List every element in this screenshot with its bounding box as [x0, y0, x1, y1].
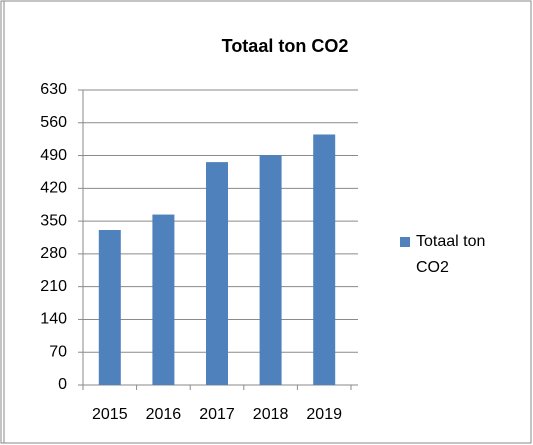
bar: [313, 134, 336, 385]
x-tick-label: 2018: [253, 406, 289, 423]
x-tick-label: 2017: [199, 406, 235, 423]
bar: [206, 162, 228, 385]
y-tick-label: 70: [49, 343, 67, 360]
legend-label: Totaal ton CO2: [416, 233, 486, 276]
bar: [152, 214, 175, 385]
y-tick-label: 280: [40, 245, 67, 262]
x-tick-label: 2016: [146, 406, 182, 423]
bar: [259, 155, 282, 385]
y-tick-label: 490: [40, 147, 67, 164]
x-tick-label: 2015: [92, 406, 128, 423]
x-tick-label: 2019: [306, 406, 342, 423]
chart-title: Totaal ton CO2: [222, 36, 349, 56]
y-tick-label: 350: [40, 212, 67, 229]
y-tick-label: 630: [40, 81, 67, 98]
y-tick-label: 560: [40, 114, 67, 131]
y-tick-label: 420: [40, 180, 67, 197]
y-tick-label: 0: [58, 376, 67, 393]
bar: [98, 230, 121, 385]
y-tick-label: 140: [40, 311, 67, 328]
legend: Totaal ton CO2: [400, 229, 520, 281]
legend-swatch: [400, 237, 410, 247]
y-tick-label: 210: [40, 278, 67, 295]
